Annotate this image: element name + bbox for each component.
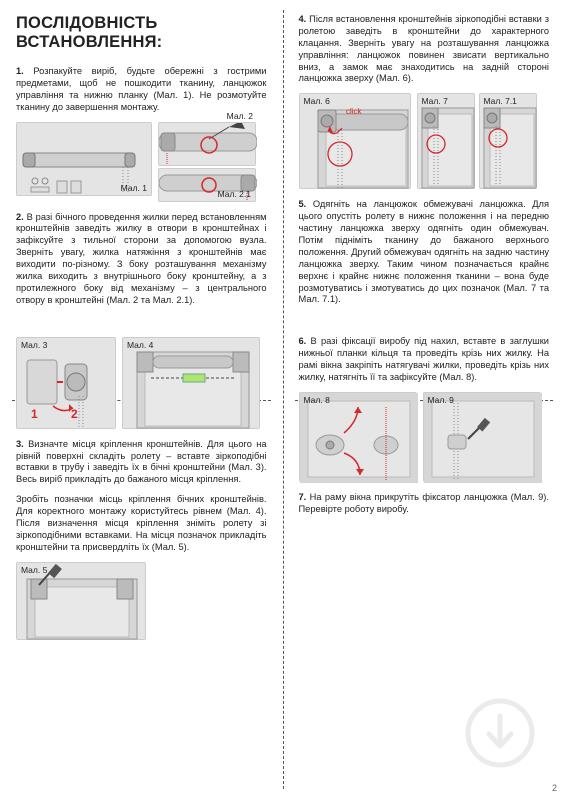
svg-text:1: 1: [31, 407, 38, 421]
watermark-icon: [465, 698, 535, 773]
figure-1: Мал. 1: [16, 122, 152, 196]
step-5-text: 5. Одягніть на ланцюжок обмежувачі ланцю…: [299, 199, 550, 306]
click-label: click: [346, 107, 363, 116]
figure-5-label: Мал. 5: [21, 565, 47, 575]
figure-8-label: Мал. 8: [304, 395, 330, 405]
step-1-body: Розпакуйте виріб, будьте обережні з гост…: [16, 66, 267, 112]
figure-6-label: Мал. 6: [304, 96, 330, 106]
step-4-text: 4. Після встановлення кронштейнів зіркоп…: [299, 14, 550, 85]
figure-7-label: Мал. 7: [422, 96, 448, 106]
page: ПОСЛІДОВНІСТЬ ВСТАНОВЛЕННЯ: 1. Розпакуйт…: [0, 0, 565, 799]
figure-6: Мал. 6 click: [299, 93, 411, 189]
right-column: 4. Після встановлення кронштейнів зіркоп…: [283, 0, 565, 799]
step-6-body: В разі фіксації виробу під нахил, вставт…: [299, 336, 550, 382]
step-6-text: 6. В разі фіксації виробу під нахил, вст…: [299, 336, 550, 384]
page-number: 2: [552, 783, 557, 793]
figure-2-1: Мал. 2.1: [158, 168, 256, 202]
figure-2: Мал. 2: [158, 122, 256, 166]
step-3-num: 3.: [16, 439, 24, 449]
step-4-body: Після встановлення кронштейнів зіркоподі…: [299, 14, 550, 83]
left-column: ПОСЛІДОВНІСТЬ ВСТАНОВЛЕННЯ: 1. Розпакуйт…: [0, 0, 283, 799]
figure-4-label: Мал. 4: [127, 340, 153, 350]
figure-1-label: Мал. 1: [121, 183, 147, 193]
figure-9: Мал. 9: [423, 392, 541, 482]
fig-row-5: Мал. 8 Мал. 9: [299, 392, 550, 482]
step-2-text: 2. В разі бічного проведення жилки перед…: [16, 212, 267, 307]
figure-5: Мал. 5: [16, 562, 146, 640]
step-3-text-b: Зробіть позначки місць кріплення бічних …: [16, 494, 267, 553]
figure-3: Мал. 3 1 2: [16, 337, 116, 429]
step-2-num: 2.: [16, 212, 24, 222]
figure-2-label: Мал. 2: [227, 111, 253, 121]
step-5-body: Одягніть на ланцюжок обмежувачі ланцюжка…: [299, 199, 550, 304]
step-7-text: 7. На раму вікна прикрутіть фіксатор лан…: [299, 492, 550, 516]
figure-8: Мал. 8: [299, 392, 417, 482]
step-1-text: 1. Розпакуйте виріб, будьте обережні з г…: [16, 66, 267, 114]
step-3-body-a: Визначте місця кріплення кронштейнів. Дл…: [16, 439, 267, 485]
step-7-body: На раму вікна прикрутіть фіксатор ланцюж…: [299, 492, 550, 514]
figure-7: Мал. 7: [417, 93, 475, 189]
page-title: ПОСЛІДОВНІСТЬ ВСТАНОВЛЕННЯ:: [16, 14, 267, 52]
step-2-body: В разі бічного проведення жилки перед вс…: [16, 212, 267, 305]
figure-3-label: Мал. 3: [21, 340, 47, 350]
step-1-num: 1.: [16, 66, 24, 76]
step-3-text-a: 3. Визначте місця кріплення кронштейнів.…: [16, 439, 267, 487]
fig-row-3: Мал. 5: [16, 562, 267, 640]
figure-7-1: Мал. 7.1: [479, 93, 537, 189]
fig-row-2: Мал. 3 1 2 Мал. 4: [16, 337, 267, 429]
fig-row-1: Мал. 1 Мал. 2: [16, 122, 267, 202]
figure-2-1-label: Мал. 2.1: [218, 189, 251, 199]
figure-9-label: Мал. 9: [428, 395, 454, 405]
fig-row-4: Мал. 6 click Мал: [299, 93, 550, 189]
figure-4: Мал. 4: [122, 337, 260, 429]
figure-7-1-label: Мал. 7.1: [484, 96, 517, 106]
